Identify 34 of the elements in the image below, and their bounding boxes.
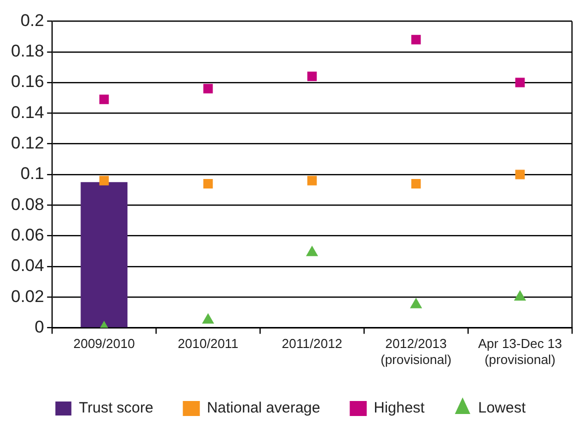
point	[202, 314, 214, 324]
point	[307, 72, 317, 82]
y-tick-label: 0	[34, 317, 44, 336]
point	[203, 84, 213, 94]
point	[410, 298, 422, 308]
point	[99, 176, 109, 186]
y-tick-label: 0.04	[10, 256, 44, 276]
x-tick-label: 2012/2013 (provisional)	[380, 336, 452, 367]
point	[515, 78, 525, 88]
point	[514, 290, 526, 301]
point	[515, 170, 525, 180]
y-tick-label: 0.16	[10, 72, 44, 92]
point	[411, 178, 421, 188]
x-tick-label: Apr 13-Dec 13 (provisional)	[478, 336, 562, 367]
y-tick-label: 0.1	[20, 164, 44, 184]
y-tick-label: 0.06	[10, 226, 44, 245]
x-tick-label: 2009/2010	[73, 336, 135, 352]
y-tick-label: 0.08	[10, 194, 44, 214]
legend-label: National average	[206, 400, 320, 417]
legend-label: Lowest	[478, 400, 526, 417]
y-tick-label: 0.12	[10, 134, 44, 153]
point	[307, 176, 317, 186]
point	[99, 94, 109, 104]
point	[411, 34, 421, 44]
y-tick-label: 0.14	[10, 102, 44, 122]
point	[306, 246, 318, 256]
x-tick-label: 2010/2011	[178, 336, 238, 352]
legend-label: Trust score	[78, 400, 154, 417]
legend-label: Highest	[374, 400, 426, 417]
point	[203, 178, 213, 188]
y-tick-label: 0.18	[10, 42, 44, 61]
x-tick-label: 2011/2012	[282, 336, 342, 352]
y-tick-label: 0.2	[20, 10, 44, 30]
y-tick-label: 0.02	[10, 286, 44, 306]
